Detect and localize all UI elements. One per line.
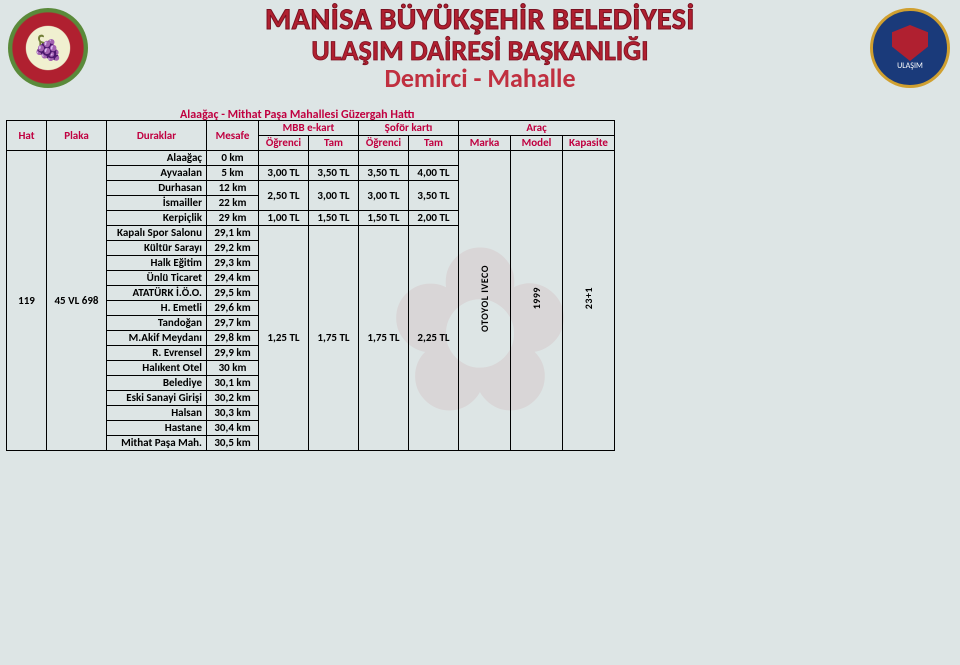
header-line2: ULAŞIM DAİRESİ BAŞKANLIĞI xyxy=(105,36,855,65)
cell-fare: 3,00 TL xyxy=(359,181,409,211)
cell-stop-dist: 29,4 km xyxy=(207,271,259,286)
cell-arac-model: 1999 xyxy=(511,151,563,451)
col-mbb-ogrenci: Öğrenci xyxy=(259,136,309,151)
cell-plaka: 45 VL 698 xyxy=(47,151,107,451)
cell-stop-dist: 30,2 km xyxy=(207,391,259,406)
municipality-logo-left: 🍇 xyxy=(8,8,88,88)
cell-stop-name: Tandoğan xyxy=(107,316,207,331)
cell-fare: 1,00 TL xyxy=(259,211,309,226)
fare-table: Hat Plaka Duraklar Mesafe MBB e-kart Şof… xyxy=(6,120,615,451)
cell-stop-name: Alaağaç xyxy=(107,151,207,166)
cell-fare: 3,00 TL xyxy=(259,166,309,181)
cell-arac-marka: OTOYOL IVECO xyxy=(459,151,511,451)
cell-stop-dist: 29,2 km xyxy=(207,241,259,256)
cell-stop-name: Eski Sanayi Girişi xyxy=(107,391,207,406)
table-row: 11945 VL 698Alaağaç0 kmOTOYOL IVECO19992… xyxy=(7,151,615,166)
col-mesafe: Mesafe xyxy=(207,121,259,151)
col-duraklar: Duraklar xyxy=(107,121,207,151)
cell-fare: 2,50 TL xyxy=(259,181,309,211)
table-header-row1: Hat Plaka Duraklar Mesafe MBB e-kart Şof… xyxy=(7,121,615,136)
page-header: MANİSA BÜYÜKŞEHİR BELEDİYESİ ULAŞIM DAİR… xyxy=(105,0,855,91)
cell-stop-name: İsmailler xyxy=(107,196,207,211)
cell-arac-kapasite: 23+1 xyxy=(563,151,615,451)
col-sof-ogrenci: Öğrenci xyxy=(359,136,409,151)
cell-stop-name: M.Akif Meydanı xyxy=(107,331,207,346)
cell-stop-name: Hastane xyxy=(107,421,207,436)
cell-stop-dist: 30,4 km xyxy=(207,421,259,436)
transport-logo-right: ULAŞIM xyxy=(870,8,950,88)
cell-stop-dist: 29,6 km xyxy=(207,301,259,316)
cell-stop-name: Halıkent Otel xyxy=(107,361,207,376)
cell-stop-name: R. Evrensel xyxy=(107,346,207,361)
col-sofor: Şoför kartı xyxy=(359,121,459,136)
cell-stop-dist: 30 km xyxy=(207,361,259,376)
cell-stop-dist: 29,3 km xyxy=(207,256,259,271)
header-line1: MANİSA BÜYÜKŞEHİR BELEDİYESİ xyxy=(105,4,855,36)
cell-stop-dist: 30,3 km xyxy=(207,406,259,421)
cell-stop-name: Durhasan xyxy=(107,181,207,196)
col-mbb: MBB e-kart xyxy=(259,121,359,136)
cell-stop-dist: 29,5 km xyxy=(207,286,259,301)
cell-stop-dist: 29,8 km xyxy=(207,331,259,346)
cell-fare-blank xyxy=(259,151,309,166)
cell-stop-name: Kültür Sarayı xyxy=(107,241,207,256)
cell-stop-name: Ünlü Ticaret xyxy=(107,271,207,286)
cell-fare-blank xyxy=(359,151,409,166)
cell-stop-dist: 22 km xyxy=(207,196,259,211)
cell-fare: 3,50 TL xyxy=(309,166,359,181)
table-body: 11945 VL 698Alaağaç0 kmOTOYOL IVECO19992… xyxy=(7,151,615,451)
col-mbb-tam: Tam xyxy=(309,136,359,151)
cell-fare: 1,25 TL xyxy=(259,226,309,451)
col-marka: Marka xyxy=(459,136,511,151)
cell-fare: 2,25 TL xyxy=(409,226,459,451)
cell-fare: 1,75 TL xyxy=(309,226,359,451)
header-line3: Demirci - Mahalle xyxy=(105,65,855,91)
cell-fare-blank xyxy=(309,151,359,166)
col-plaka: Plaka xyxy=(47,121,107,151)
cell-stop-dist: 30,1 km xyxy=(207,376,259,391)
cell-fare-blank xyxy=(409,151,459,166)
cell-stop-dist: 30,5 km xyxy=(207,436,259,451)
cell-stop-name: Halk Eğitim xyxy=(107,256,207,271)
cell-stop-name: Mithat Paşa Mah. xyxy=(107,436,207,451)
cell-stop-name: Kerpiçlik xyxy=(107,211,207,226)
cell-stop-dist: 0 km xyxy=(207,151,259,166)
cell-fare: 1,50 TL xyxy=(359,211,409,226)
cell-stop-dist: 29,9 km xyxy=(207,346,259,361)
cell-stop-dist: 5 km xyxy=(207,166,259,181)
col-model: Model xyxy=(511,136,563,151)
cell-stop-dist: 29,1 km xyxy=(207,226,259,241)
cell-fare: 3,50 TL xyxy=(359,166,409,181)
cell-stop-name: H. Emetli xyxy=(107,301,207,316)
col-sof-tam: Tam xyxy=(409,136,459,151)
cell-stop-name: Kapalı Spor Salonu xyxy=(107,226,207,241)
cell-fare: 2,00 TL xyxy=(409,211,459,226)
col-kapasite: Kapasite xyxy=(563,136,615,151)
cell-stop-name: Halsan xyxy=(107,406,207,421)
cell-fare: 1,50 TL xyxy=(309,211,359,226)
cell-fare: 4,00 TL xyxy=(409,166,459,181)
cell-stop-name: Belediye xyxy=(107,376,207,391)
cell-stop-dist: 29 km xyxy=(207,211,259,226)
cell-stop-name: ATATÜRK İ.Ö.O. xyxy=(107,286,207,301)
cell-fare: 3,00 TL xyxy=(309,181,359,211)
col-arac: Araç xyxy=(459,121,615,136)
cell-stop-dist: 12 km xyxy=(207,181,259,196)
cell-fare: 1,75 TL xyxy=(359,226,409,451)
col-hat: Hat xyxy=(7,121,47,151)
cell-fare: 3,50 TL xyxy=(409,181,459,211)
cell-stop-dist: 29,7 km xyxy=(207,316,259,331)
cell-stop-name: Ayvaalan xyxy=(107,166,207,181)
cell-hat: 119 xyxy=(7,151,47,451)
